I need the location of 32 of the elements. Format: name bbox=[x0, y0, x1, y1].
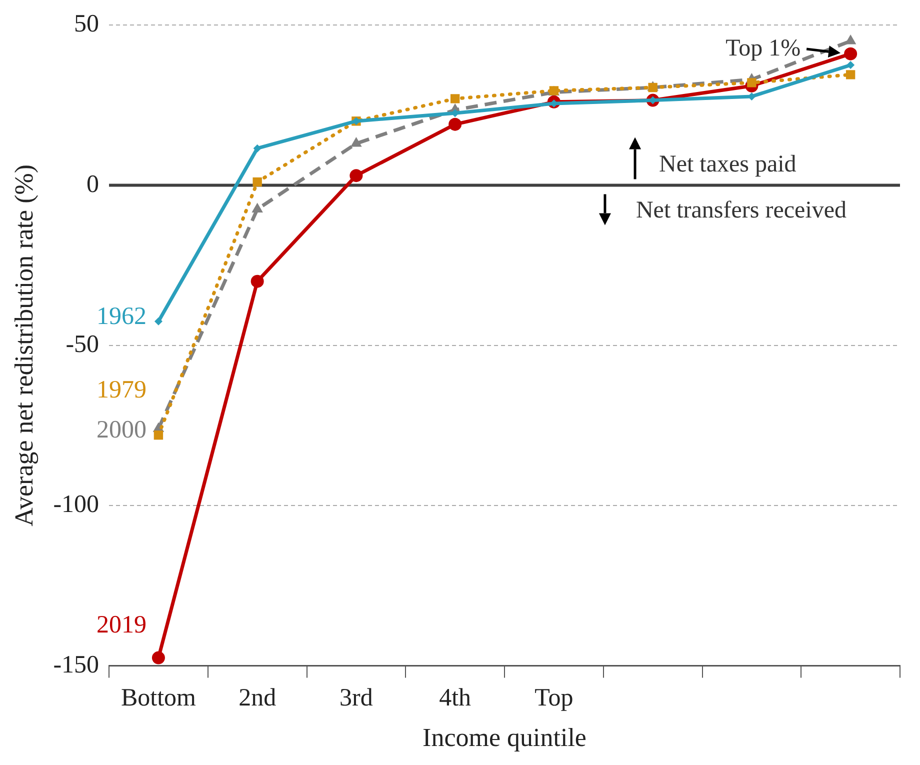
y-axis-title: Average net redistribution rate (%) bbox=[9, 164, 38, 526]
point bbox=[846, 61, 855, 70]
point bbox=[844, 47, 858, 60]
y-tick-label: -150 bbox=[53, 651, 100, 678]
y-tick-label: 0 bbox=[86, 170, 100, 198]
y-tick-label: -50 bbox=[66, 330, 100, 358]
point bbox=[154, 317, 162, 326]
point bbox=[152, 651, 165, 664]
point bbox=[350, 169, 363, 182]
annotation: Net transfers received bbox=[636, 197, 847, 224]
series-label: 2019 bbox=[96, 611, 146, 638]
x-tick-label: Top bbox=[534, 684, 574, 712]
x-tick-label: 4th bbox=[439, 684, 472, 712]
point bbox=[250, 274, 264, 288]
series-label: 1979 bbox=[96, 376, 146, 404]
point bbox=[154, 430, 164, 440]
point bbox=[350, 137, 362, 147]
point bbox=[450, 94, 460, 104]
point bbox=[252, 177, 262, 187]
series-label: 2000 bbox=[96, 416, 146, 444]
x-axis-title: Income quintile bbox=[422, 723, 586, 752]
series-label: 1962 bbox=[96, 302, 146, 330]
x-tick-label: 2nd bbox=[238, 684, 277, 712]
x-tick-label: 3rd bbox=[340, 684, 374, 712]
point bbox=[846, 70, 856, 80]
x-tick-label: Bottom bbox=[120, 684, 197, 712]
y-tick-label: 50 bbox=[74, 10, 100, 38]
annotation: Net taxes paid bbox=[659, 151, 796, 178]
annotation: Top 1% bbox=[726, 35, 801, 62]
point bbox=[448, 118, 462, 131]
y-tick-label: -100 bbox=[53, 491, 100, 518]
point bbox=[253, 144, 262, 152]
